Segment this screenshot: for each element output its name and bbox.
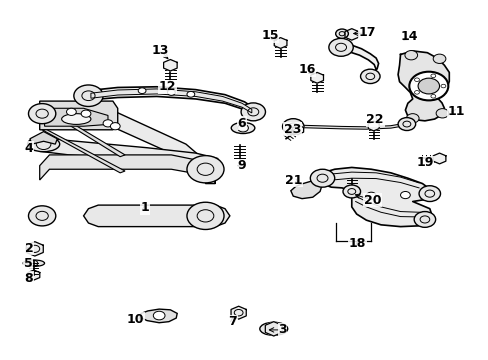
- Circle shape: [366, 192, 375, 199]
- Circle shape: [400, 192, 409, 199]
- Polygon shape: [230, 306, 246, 319]
- Polygon shape: [140, 309, 177, 323]
- Text: 1: 1: [140, 202, 149, 215]
- Circle shape: [406, 114, 418, 123]
- Polygon shape: [341, 44, 378, 79]
- Circle shape: [397, 118, 415, 131]
- Text: 8: 8: [24, 272, 33, 285]
- Text: 16: 16: [298, 63, 315, 76]
- Text: 5: 5: [23, 257, 32, 270]
- Polygon shape: [367, 122, 378, 131]
- Polygon shape: [40, 101, 118, 130]
- Text: 22: 22: [366, 113, 383, 126]
- Circle shape: [342, 185, 360, 198]
- Circle shape: [186, 156, 224, 183]
- Polygon shape: [44, 108, 108, 126]
- Polygon shape: [345, 29, 358, 40]
- Text: 23: 23: [283, 122, 300, 136]
- Circle shape: [28, 104, 56, 124]
- Circle shape: [414, 91, 419, 94]
- Text: 20: 20: [363, 194, 380, 207]
- Text: 18: 18: [348, 237, 366, 250]
- Polygon shape: [397, 51, 448, 121]
- Polygon shape: [91, 89, 251, 113]
- Polygon shape: [83, 87, 254, 116]
- Polygon shape: [42, 108, 125, 157]
- Polygon shape: [42, 130, 125, 173]
- Polygon shape: [28, 270, 40, 280]
- Polygon shape: [163, 59, 177, 71]
- Circle shape: [81, 110, 91, 117]
- Circle shape: [335, 29, 347, 39]
- Circle shape: [328, 39, 352, 56]
- Circle shape: [408, 72, 447, 100]
- Polygon shape: [310, 72, 323, 83]
- Text: 13: 13: [152, 44, 169, 57]
- Circle shape: [310, 169, 334, 187]
- Circle shape: [28, 206, 56, 226]
- Circle shape: [430, 74, 435, 78]
- Circle shape: [186, 91, 194, 97]
- Polygon shape: [265, 321, 282, 336]
- Polygon shape: [26, 242, 43, 256]
- Circle shape: [110, 123, 120, 130]
- Text: 6: 6: [237, 117, 246, 130]
- Polygon shape: [40, 155, 215, 184]
- Ellipse shape: [259, 322, 287, 336]
- Text: 4: 4: [24, 142, 33, 155]
- Circle shape: [186, 202, 224, 229]
- Text: 7: 7: [228, 315, 237, 328]
- Polygon shape: [292, 125, 303, 134]
- Circle shape: [413, 212, 435, 227]
- Polygon shape: [40, 108, 215, 184]
- Circle shape: [103, 120, 113, 127]
- Text: 21: 21: [284, 174, 302, 186]
- Circle shape: [74, 85, 103, 107]
- Text: 11: 11: [447, 105, 465, 118]
- Polygon shape: [432, 153, 445, 164]
- Circle shape: [414, 78, 419, 81]
- Circle shape: [153, 311, 164, 320]
- Text: 14: 14: [400, 30, 417, 43]
- Ellipse shape: [23, 260, 44, 266]
- Circle shape: [435, 109, 448, 118]
- Text: 9: 9: [237, 159, 246, 172]
- Circle shape: [167, 90, 175, 95]
- Polygon shape: [83, 205, 229, 226]
- Text: 15: 15: [261, 29, 278, 42]
- Polygon shape: [290, 180, 322, 199]
- Polygon shape: [274, 38, 286, 48]
- Circle shape: [432, 54, 445, 63]
- Text: 17: 17: [358, 27, 375, 40]
- Circle shape: [360, 69, 379, 84]
- Text: 3: 3: [278, 323, 286, 336]
- Polygon shape: [316, 167, 431, 226]
- Text: 10: 10: [127, 312, 144, 326]
- Circle shape: [138, 88, 146, 94]
- Text: 2: 2: [24, 242, 33, 255]
- Polygon shape: [40, 137, 217, 169]
- Polygon shape: [30, 132, 57, 144]
- Circle shape: [241, 103, 265, 121]
- Circle shape: [282, 119, 304, 134]
- Circle shape: [440, 84, 445, 88]
- Text: 12: 12: [159, 80, 176, 93]
- Circle shape: [430, 94, 435, 98]
- Ellipse shape: [27, 136, 60, 152]
- Ellipse shape: [231, 122, 254, 134]
- Circle shape: [404, 50, 417, 60]
- Text: 19: 19: [415, 156, 433, 169]
- Ellipse shape: [61, 114, 91, 125]
- Circle shape: [417, 78, 439, 94]
- Circle shape: [66, 108, 76, 116]
- Circle shape: [418, 186, 440, 202]
